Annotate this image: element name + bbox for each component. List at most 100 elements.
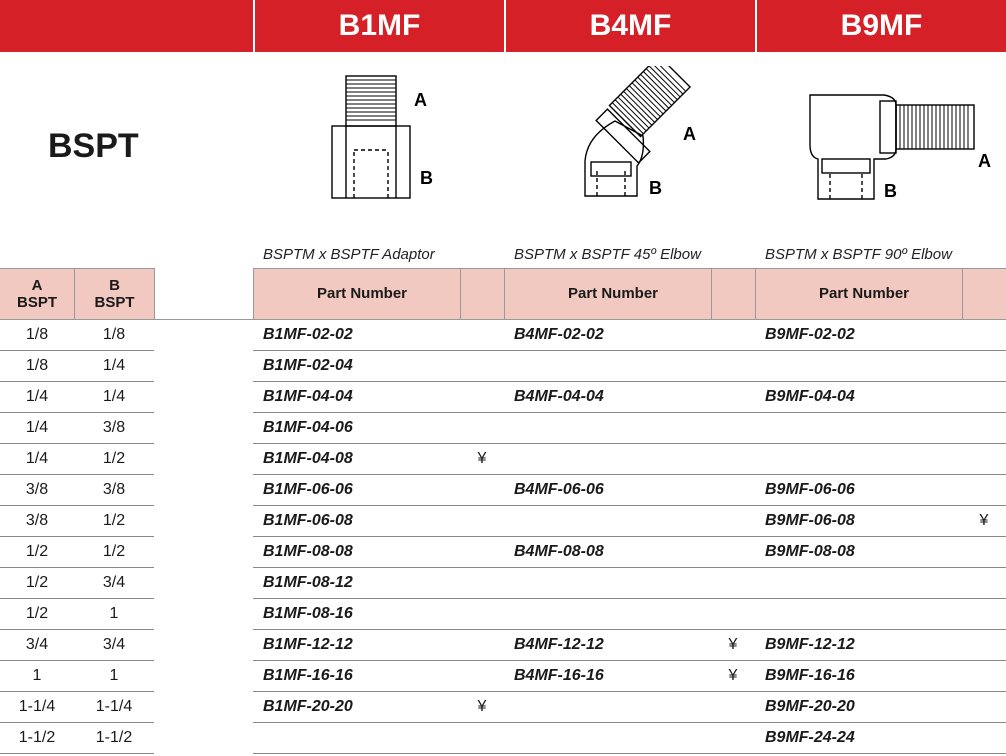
cell-pn-1: B1MF-06-08 bbox=[253, 506, 460, 537]
cell-pn-3: B9MF-24-24 bbox=[755, 723, 962, 754]
cell-gap bbox=[154, 444, 253, 475]
col-part-number-2: Part Number bbox=[504, 268, 711, 320]
cell-b: 1/8 bbox=[74, 320, 154, 351]
header-spacer bbox=[0, 0, 253, 52]
cell-b: 3/8 bbox=[74, 475, 154, 506]
cell-mark-1 bbox=[460, 320, 504, 351]
cell-a: 3/8 bbox=[0, 506, 74, 537]
cell-pn-2: B4MF-04-04 bbox=[504, 382, 711, 413]
cell-mark-1: ¥ bbox=[460, 444, 504, 475]
cell-a: 1/8 bbox=[0, 351, 74, 382]
cell-mark-2 bbox=[711, 692, 755, 723]
cell-b: 1/2 bbox=[74, 506, 154, 537]
col-part-number-3: Part Number bbox=[755, 268, 962, 320]
cell-pn-2: B4MF-06-06 bbox=[504, 475, 711, 506]
cell-pn-3 bbox=[755, 568, 962, 599]
cell-mark-3 bbox=[962, 320, 1006, 351]
caption-b4mf: BSPTM x BSPTF 45º Elbow bbox=[504, 240, 755, 268]
table-row: 1/23/4B1MF-08-12 bbox=[0, 568, 1006, 599]
col-mark-3 bbox=[962, 268, 1006, 320]
cell-pn-3: B9MF-04-04 bbox=[755, 382, 962, 413]
cell-mark-1 bbox=[460, 506, 504, 537]
cell-pn-2 bbox=[504, 506, 711, 537]
cell-gap bbox=[154, 537, 253, 568]
cell-pn-3 bbox=[755, 599, 962, 630]
cell-pn-2: B4MF-08-08 bbox=[504, 537, 711, 568]
cell-pn-3 bbox=[755, 444, 962, 475]
cell-gap bbox=[154, 692, 253, 723]
cell-mark-1 bbox=[460, 568, 504, 599]
diagram-b4mf: A B bbox=[504, 52, 755, 240]
cell-mark-3 bbox=[962, 444, 1006, 475]
cell-mark-3 bbox=[962, 382, 1006, 413]
col-mark-2 bbox=[711, 268, 755, 320]
cell-pn-2 bbox=[504, 599, 711, 630]
cell-pn-2: B4MF-02-02 bbox=[504, 320, 711, 351]
cell-mark-2 bbox=[711, 506, 755, 537]
cell-pn-1: B1MF-20-20 bbox=[253, 692, 460, 723]
cell-mark-3 bbox=[962, 661, 1006, 692]
cell-b: 3/4 bbox=[74, 568, 154, 599]
cell-mark-3 bbox=[962, 413, 1006, 444]
caption-b9mf: BSPTM x BSPTF 90º Elbow bbox=[755, 240, 1006, 268]
cell-mark-3 bbox=[962, 537, 1006, 568]
cell-gap bbox=[154, 599, 253, 630]
label-b: B bbox=[420, 168, 433, 188]
cell-mark-3 bbox=[962, 599, 1006, 630]
table-row: 3/83/8B1MF-06-06B4MF-06-06B9MF-06-06 bbox=[0, 475, 1006, 506]
cell-mark-3 bbox=[962, 568, 1006, 599]
cell-gap bbox=[154, 413, 253, 444]
cell-mark-1 bbox=[460, 382, 504, 413]
cell-pn-2 bbox=[504, 568, 711, 599]
product-tab-b4mf: B4MF bbox=[504, 0, 755, 52]
cell-pn-3: B9MF-12-12 bbox=[755, 630, 962, 661]
cell-mark-3 bbox=[962, 475, 1006, 506]
cell-mark-2 bbox=[711, 413, 755, 444]
series-title: BSPT bbox=[48, 127, 139, 166]
cell-pn-3: B9MF-16-16 bbox=[755, 661, 962, 692]
cell-gap bbox=[154, 382, 253, 413]
cell-mark-2: ¥ bbox=[711, 630, 755, 661]
cell-a: 1/2 bbox=[0, 568, 74, 599]
cell-pn-2 bbox=[504, 723, 711, 754]
cell-a: 1/4 bbox=[0, 444, 74, 475]
cell-pn-1: B1MF-06-06 bbox=[253, 475, 460, 506]
col-mark-1 bbox=[460, 268, 504, 320]
cell-b: 1/2 bbox=[74, 444, 154, 475]
cell-mark-3 bbox=[962, 630, 1006, 661]
cell-b: 1/4 bbox=[74, 382, 154, 413]
cell-b: 3/4 bbox=[74, 630, 154, 661]
cell-mark-1 bbox=[460, 413, 504, 444]
cell-a: 1/2 bbox=[0, 599, 74, 630]
cell-mark-2 bbox=[711, 382, 755, 413]
table-row: 1-1/41-1/4B1MF-20-20¥B9MF-20-20 bbox=[0, 692, 1006, 723]
diagram-b9mf: A B bbox=[755, 52, 1006, 240]
cell-mark-1 bbox=[460, 599, 504, 630]
cell-b: 1/4 bbox=[74, 351, 154, 382]
table-row: 1/41/2B1MF-04-08¥ bbox=[0, 444, 1006, 475]
cell-gap bbox=[154, 568, 253, 599]
col-part-number-1: Part Number bbox=[253, 268, 460, 320]
col-gap bbox=[154, 268, 253, 320]
cell-gap bbox=[154, 506, 253, 537]
cell-pn-2 bbox=[504, 413, 711, 444]
caption-row: BSPTM x BSPTF Adaptor BSPTM x BSPTF 45º … bbox=[0, 240, 1006, 268]
table-row: 1/41/4B1MF-04-04B4MF-04-04B9MF-04-04 bbox=[0, 382, 1006, 413]
cell-a: 3/4 bbox=[0, 630, 74, 661]
product-tab-b9mf: B9MF bbox=[755, 0, 1006, 52]
label-b: B bbox=[884, 181, 897, 201]
catalog-table: B1MF B4MF B9MF BSPT bbox=[0, 0, 1006, 754]
product-header-row: B1MF B4MF B9MF bbox=[0, 0, 1006, 52]
label-b: B bbox=[649, 178, 662, 198]
table-row: 1/21B1MF-08-16 bbox=[0, 599, 1006, 630]
col-b-bspt: BBSPT bbox=[74, 268, 154, 320]
label-a: A bbox=[683, 124, 696, 144]
cell-pn-3: B9MF-02-02 bbox=[755, 320, 962, 351]
table-row: 1-1/21-1/2B9MF-24-24 bbox=[0, 723, 1006, 754]
table-row: 1/43/8B1MF-04-06 bbox=[0, 413, 1006, 444]
cell-b: 3/8 bbox=[74, 413, 154, 444]
product-tab-b1mf: B1MF bbox=[253, 0, 504, 52]
cell-pn-1: B1MF-12-12 bbox=[253, 630, 460, 661]
cell-b: 1-1/2 bbox=[74, 723, 154, 754]
cell-a: 1/4 bbox=[0, 382, 74, 413]
